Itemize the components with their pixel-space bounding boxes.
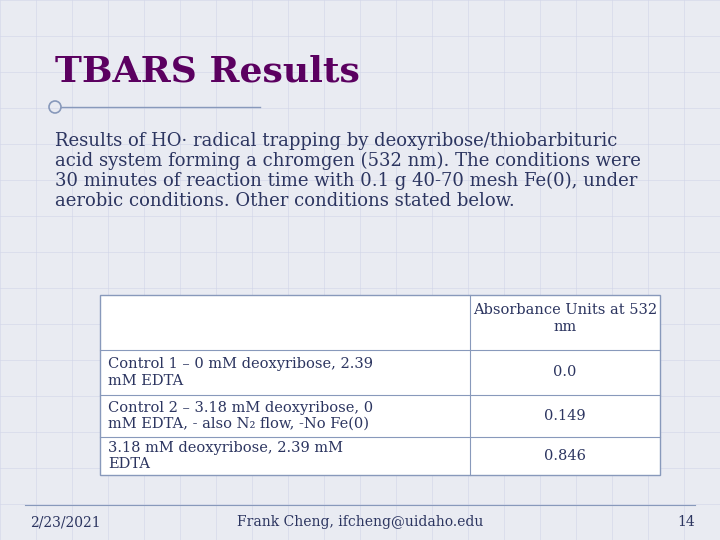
- Text: Control 2 – 3.18 mM deoxyribose, 0
mM EDTA, - also N₂ flow, -No Fe(0): Control 2 – 3.18 mM deoxyribose, 0 mM ED…: [108, 401, 373, 431]
- Text: Frank Cheng, ifcheng@uidaho.edu: Frank Cheng, ifcheng@uidaho.edu: [237, 515, 483, 529]
- Text: 3.18 mM deoxyribose, 2.39 mM
EDTA: 3.18 mM deoxyribose, 2.39 mM EDTA: [108, 441, 343, 471]
- Text: Results of HO· radical trapping by deoxyribose/thiobarbituric: Results of HO· radical trapping by deoxy…: [55, 132, 617, 150]
- Text: 0.0: 0.0: [553, 366, 577, 380]
- Text: Absorbance Units at 532
nm: Absorbance Units at 532 nm: [473, 303, 657, 334]
- Text: 30 minutes of reaction time with 0.1 g 40-70 mesh Fe(0), under: 30 minutes of reaction time with 0.1 g 4…: [55, 172, 637, 190]
- Text: 14: 14: [678, 515, 695, 529]
- Bar: [100, 295, 660, 475]
- Text: aerobic conditions. Other conditions stated below.: aerobic conditions. Other conditions sta…: [55, 192, 515, 210]
- Text: TBARS Results: TBARS Results: [55, 55, 360, 89]
- Text: 0.149: 0.149: [544, 409, 586, 423]
- Text: 0.846: 0.846: [544, 449, 586, 463]
- Text: Control 1 – 0 mM deoxyribose, 2.39
mM EDTA: Control 1 – 0 mM deoxyribose, 2.39 mM ED…: [108, 357, 373, 388]
- Text: 2/23/2021: 2/23/2021: [30, 515, 101, 529]
- Text: acid system forming a chromgen (532 nm). The conditions were: acid system forming a chromgen (532 nm).…: [55, 152, 641, 170]
